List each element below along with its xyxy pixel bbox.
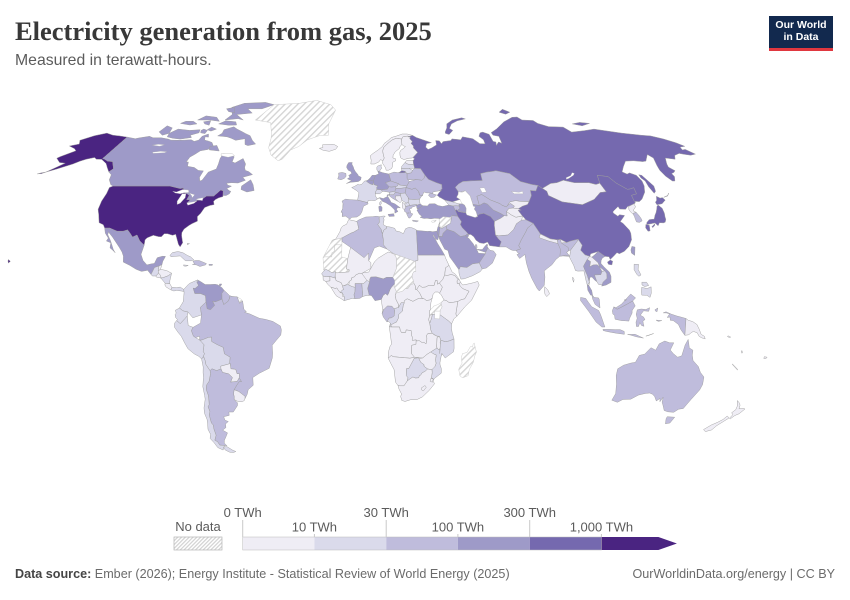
svg-text:100 TWh: 100 TWh <box>432 520 485 535</box>
svg-text:Data source: Ember (2026); Ene: Data source: Ember (2026); Energy Instit… <box>15 567 510 581</box>
svg-text:1,000 TWh: 1,000 TWh <box>570 520 633 535</box>
svg-text:10 TWh: 10 TWh <box>292 520 337 535</box>
svg-text:300 TWh: 300 TWh <box>503 505 556 520</box>
svg-text:30 TWh: 30 TWh <box>364 505 409 520</box>
svg-text:No data: No data <box>175 519 221 534</box>
svg-text:0 TWh: 0 TWh <box>224 505 262 520</box>
svg-text:OurWorldinData.org/energy | CC: OurWorldinData.org/energy | CC BY <box>632 567 835 581</box>
